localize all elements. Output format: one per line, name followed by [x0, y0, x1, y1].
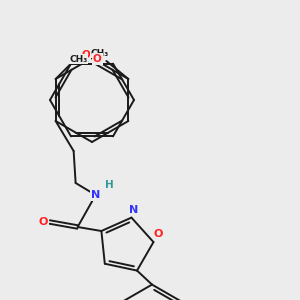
Text: O: O	[93, 54, 102, 64]
Text: O: O	[81, 50, 90, 60]
Text: CH₃: CH₃	[91, 49, 109, 58]
Text: CH₃: CH₃	[69, 55, 88, 64]
Text: N: N	[91, 190, 100, 200]
Text: O: O	[154, 229, 163, 239]
Text: H: H	[105, 180, 114, 190]
Text: O: O	[39, 217, 48, 227]
Text: N: N	[129, 205, 138, 214]
